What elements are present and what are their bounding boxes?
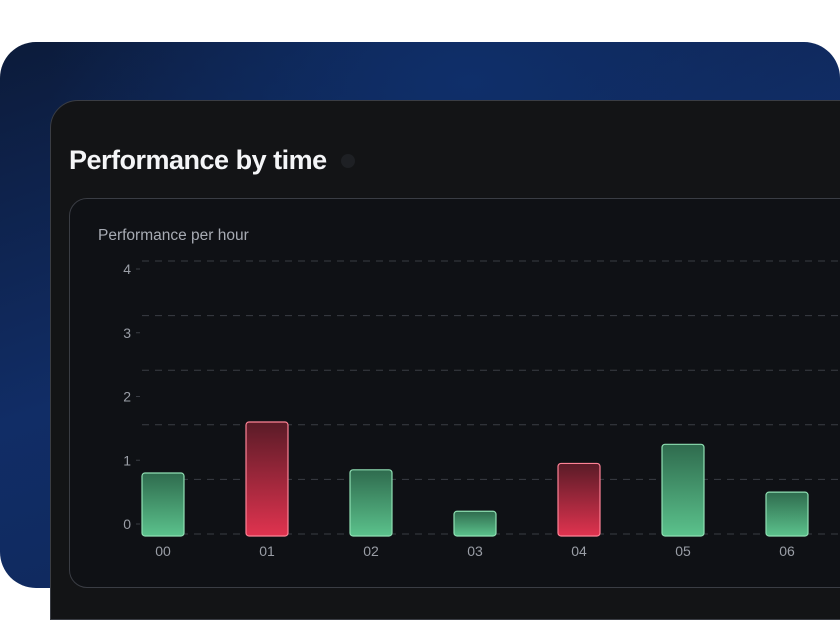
y-tick-label: 2 <box>123 389 131 405</box>
title-row: Performance by time <box>69 145 355 176</box>
x-tick-label: 03 <box>467 543 483 559</box>
x-tick-label: 01 <box>259 543 275 559</box>
page-title: Performance by time <box>69 145 327 175</box>
bar-06[interactable] <box>765 491 809 537</box>
y-axis: 0 1 2 3 4 <box>123 261 140 532</box>
bar-01[interactable] <box>245 421 289 537</box>
y-tick-label: 1 <box>123 452 131 468</box>
bar-02[interactable] <box>349 469 393 537</box>
y-tick-label: 0 <box>123 516 131 532</box>
x-tick-label: 00 <box>155 543 171 559</box>
x-tick-label: 02 <box>363 543 379 559</box>
bars <box>141 421 809 537</box>
bar-05[interactable] <box>661 443 705 537</box>
info-icon[interactable] <box>340 153 355 168</box>
y-tick-label: 3 <box>123 325 131 341</box>
bar-00[interactable] <box>141 472 185 537</box>
grid <box>142 260 840 535</box>
dashboard-window: Performance by time Performance per hour… <box>50 100 840 620</box>
x-tick-label: 06 <box>779 543 795 559</box>
x-axis: 00 01 02 03 04 05 06 <box>155 543 795 559</box>
y-tick-label: 4 <box>123 261 131 277</box>
bar-03[interactable] <box>453 510 497 537</box>
x-tick-label: 05 <box>675 543 691 559</box>
chart-title: Performance per hour <box>98 227 249 244</box>
bar-04[interactable] <box>557 462 601 537</box>
x-tick-label: 04 <box>571 543 587 559</box>
